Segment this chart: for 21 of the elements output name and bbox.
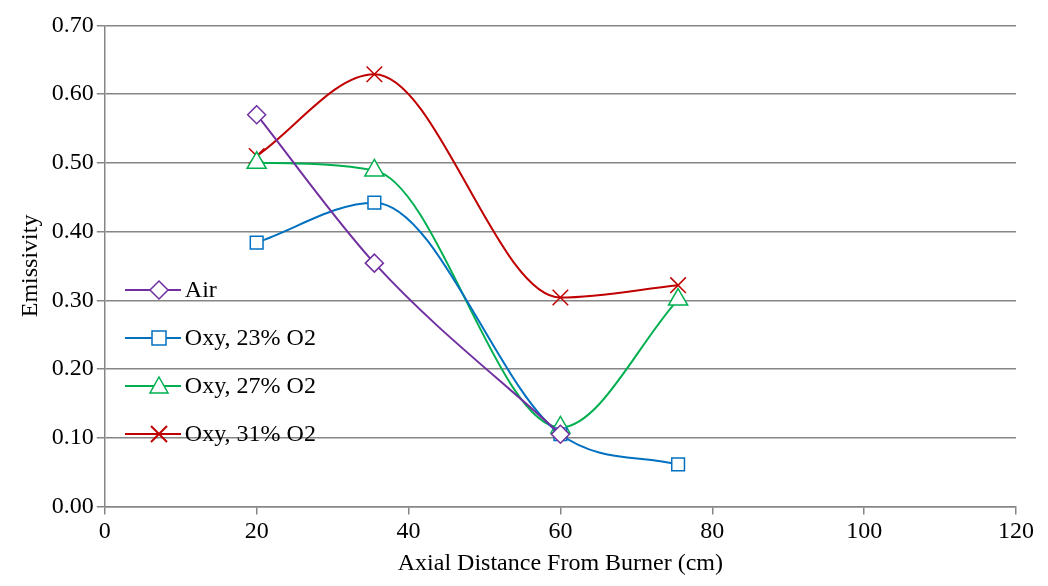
x-tick-label: 0 (98, 517, 111, 544)
y-axis-title: Emissivity (15, 214, 42, 318)
x-tick-label: 40 (396, 517, 421, 544)
legend-label: Oxy, 27% O2 (184, 372, 316, 400)
y-tick-label: 0.10 (51, 422, 94, 449)
legend-label: Air (184, 276, 217, 304)
y-tick-label: 0.60 (51, 79, 94, 106)
x-axis-title: Axial Distance From Burner (cm) (397, 548, 724, 575)
y-tick-label: 0.30 (51, 285, 94, 312)
x-tick-label: 60 (548, 517, 573, 544)
legend-label: Oxy, 31% O2 (184, 420, 316, 448)
x-tick-label: 100 (846, 517, 883, 544)
y-tick-label: 0.70 (51, 10, 94, 37)
y-tick-label: 0.00 (51, 491, 94, 518)
x-tick-label: 20 (244, 517, 269, 544)
legend-label: Oxy, 23% O2 (184, 324, 316, 352)
x-tick-label: 120 (998, 517, 1034, 544)
y-tick-label: 0.40 (51, 216, 94, 243)
x-tick-label: 80 (700, 517, 725, 544)
y-tick-label: 0.20 (51, 354, 94, 381)
y-tick-label: 0.50 (51, 148, 94, 175)
